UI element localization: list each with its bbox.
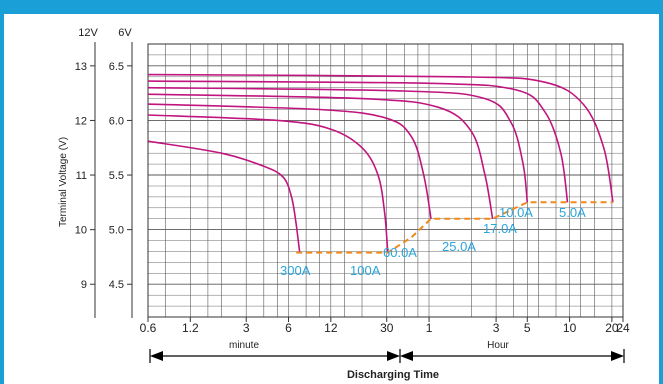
cutoff-group xyxy=(296,201,613,254)
y-axis-label: Terminal Voltage (V) xyxy=(58,137,69,227)
series-label-1: 100A xyxy=(350,263,381,278)
arrow-minute-end xyxy=(387,351,400,361)
y-tick-label-12v: 13 xyxy=(75,61,87,73)
x-tick-label: 1 xyxy=(426,321,433,335)
x-unit-hour: Hour xyxy=(487,340,509,351)
series-label-3: 25.0A xyxy=(442,239,476,254)
arrow-minute-start xyxy=(150,351,163,361)
series-group xyxy=(147,73,614,253)
y-tick-label-12v: 12 xyxy=(75,115,87,127)
series-label-6: 5.0A xyxy=(559,205,586,220)
series-line-6 xyxy=(147,73,614,203)
cutoff-line xyxy=(296,201,613,254)
series-line-1 xyxy=(147,114,389,253)
series-label-4: 17.0A xyxy=(483,221,517,236)
series-line-5 xyxy=(147,80,569,203)
y-tick-label-6v: 5.0 xyxy=(109,225,124,237)
x-axis-label: Discharging Time xyxy=(347,369,439,381)
series-label-0: 300A xyxy=(280,263,311,278)
x-tick-label: 20 xyxy=(605,321,619,335)
y-header-12v: 12V xyxy=(78,27,98,39)
y-tick-label-12v: 9 xyxy=(81,279,87,291)
border-left xyxy=(0,14,4,384)
series-label-2: 60.0A xyxy=(383,245,417,260)
series-line-2 xyxy=(147,103,432,219)
x-tick-label: 6 xyxy=(285,321,292,335)
duration-arrows xyxy=(149,349,625,363)
arrow-hour-start xyxy=(400,351,413,361)
x-tick-label: 5 xyxy=(524,321,531,335)
x-tick-label: 1.2 xyxy=(182,321,199,335)
y-tick-label-12v: 11 xyxy=(76,170,87,182)
axes xyxy=(90,42,624,322)
x-unit-minute: minute xyxy=(229,340,259,351)
x-tick-label: 24 xyxy=(616,321,630,335)
y-tick-label-6v: 6.5 xyxy=(109,61,124,73)
top-banner xyxy=(0,0,663,14)
x-tick-label: 12 xyxy=(324,321,338,335)
y-tick-label-6v: 4.5 xyxy=(109,279,124,291)
border-right xyxy=(659,14,663,384)
x-tick-label: 3 xyxy=(493,321,500,335)
arrow-hour-end xyxy=(611,351,624,361)
plot-border xyxy=(147,43,624,318)
x-tick-label: 30 xyxy=(380,321,394,335)
series-line-4 xyxy=(147,86,529,203)
y-tick-label-6v: 5.5 xyxy=(109,170,124,182)
x-tick-label: 0.6 xyxy=(140,321,157,335)
x-tick-label: 10 xyxy=(563,321,577,335)
grid xyxy=(147,44,624,317)
series-label-5: 10.0A xyxy=(499,205,533,220)
series-line-0 xyxy=(147,140,301,253)
y-tick-label-6v: 6.0 xyxy=(109,115,124,127)
y-header-6v: 6V xyxy=(118,27,132,39)
y-axis: 13 6.5 12 6.0 11 5.5 10 5.0 9 4.5 xyxy=(75,61,124,291)
series-line-3 xyxy=(147,93,494,219)
y-tick-label-12v: 10 xyxy=(75,225,87,237)
x-tick-label: 3 xyxy=(243,321,250,335)
